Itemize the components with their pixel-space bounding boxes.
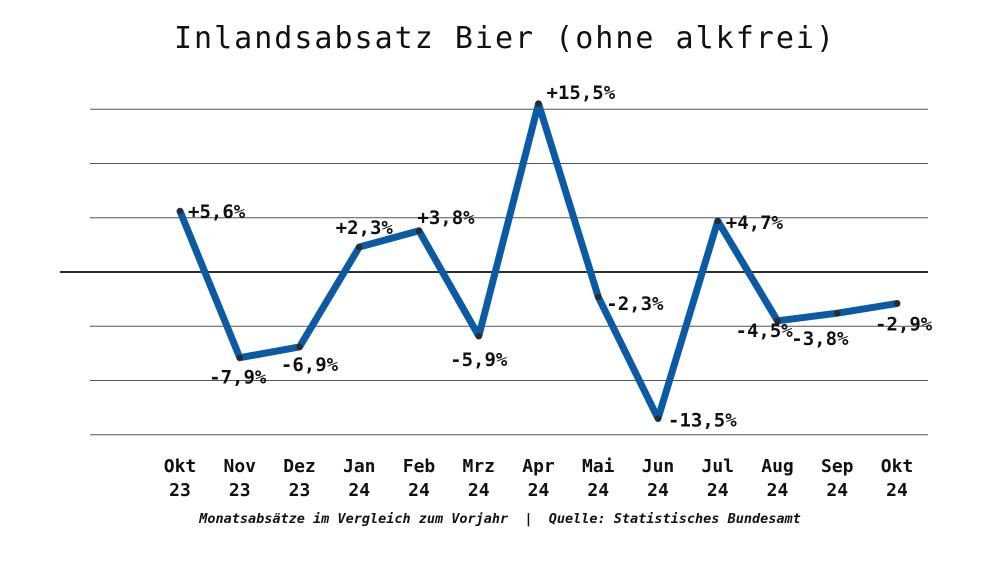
x-tick-label-month: Sep — [821, 456, 854, 477]
data-point — [893, 300, 901, 307]
x-tick-label-month: Nov — [223, 456, 256, 477]
x-tick-label-year: 24 — [587, 480, 609, 501]
data-point — [834, 310, 841, 317]
data-label: +15,5% — [547, 82, 616, 104]
data-label: -6,9% — [281, 354, 339, 376]
x-tick-label-month: Jan — [343, 456, 376, 477]
data-label: -13,5% — [668, 409, 737, 431]
x-tick-label-year: 24 — [886, 480, 908, 501]
x-tick-label-year: 24 — [348, 480, 370, 501]
data-point — [356, 243, 363, 251]
data-label: -2,3% — [606, 293, 664, 315]
data-label: +2,3% — [336, 217, 394, 239]
x-tick-label-year: 23 — [169, 480, 191, 501]
x-tick-label-year: 24 — [826, 480, 848, 501]
x-axis-tick-labels: Okt 23 Nov 23 Dez 23 Jan 24 Feb 24 Mrz 24 Apr 24 Mai 24… — [164, 456, 914, 501]
data-label: -2,9% — [875, 313, 933, 335]
x-tick-label-month: Apr — [522, 456, 555, 477]
x-tick-label-month: Okt — [881, 456, 914, 477]
x-tick-label-year: 23 — [289, 480, 311, 501]
x-tick-label-year: 24 — [468, 480, 490, 501]
data-point — [654, 415, 662, 422]
x-tick-label-year: 24 — [528, 480, 550, 501]
data-label: -5,9% — [450, 349, 508, 371]
x-tick-label-year: 24 — [767, 480, 789, 501]
x-tick-label-month: Dez — [283, 456, 316, 477]
data-point — [415, 227, 423, 234]
x-tick-label-month: Aug — [761, 456, 794, 477]
data-label: -7,9% — [209, 367, 267, 389]
chart-footer-source: Monatsabsätze im Vergleich zum Vorjahr |… — [198, 511, 800, 527]
x-tick-label-month: Mrz — [462, 456, 495, 477]
data-point — [236, 354, 243, 361]
data-point — [176, 208, 184, 215]
data-point — [475, 332, 482, 340]
data-point — [774, 317, 781, 325]
x-tick-label-year: 24 — [647, 480, 669, 501]
x-tick-label-year: 23 — [229, 480, 251, 501]
data-labels: +5,6% -7,9% -6,9% +2,3% +3,8% -5,9% +15,5% -2,3… — [188, 82, 933, 432]
data-point — [535, 100, 542, 108]
x-tick-label-month: Jul — [701, 456, 734, 477]
data-label: -3,8% — [791, 328, 849, 350]
data-label: -4,5% — [736, 320, 794, 342]
x-tick-label-year: 24 — [707, 480, 729, 501]
data-point — [296, 343, 303, 351]
x-tick-label-month: Mai — [582, 456, 615, 477]
data-point — [714, 217, 721, 225]
data-label: +3,8% — [417, 207, 475, 229]
chart-title: Inlandsabsatz Bier (ohne alkfrei) — [174, 21, 836, 56]
x-tick-label-year: 24 — [408, 480, 430, 501]
data-label: +4,7% — [726, 212, 784, 234]
x-tick-label-month: Feb — [403, 456, 436, 477]
data-point — [595, 293, 602, 301]
x-tick-label-month: Jun — [642, 456, 675, 477]
data-points — [176, 100, 901, 422]
x-tick-label-month: Okt — [164, 456, 197, 477]
data-label: +5,6% — [188, 201, 246, 223]
